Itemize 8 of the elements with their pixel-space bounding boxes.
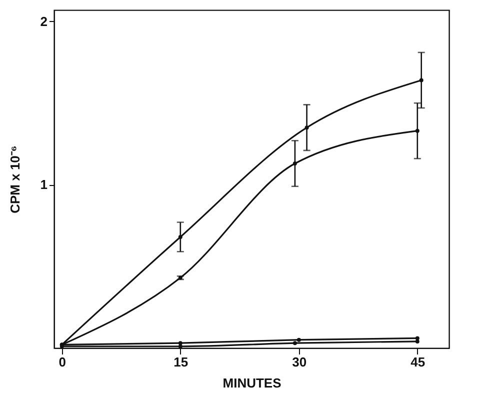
y-tick-label: 2 <box>40 14 48 29</box>
x-tick-label: 0 <box>58 354 66 370</box>
x-tick-label: 30 <box>292 354 307 370</box>
x-tick-label: 15 <box>174 354 188 370</box>
y-tick-label: 1 <box>40 177 48 192</box>
y-axis-title: CPM x 10⁻⁶ <box>7 146 22 214</box>
x-axis-title: MINUTES <box>222 376 282 390</box>
x-tick-label: 45 <box>410 354 426 370</box>
